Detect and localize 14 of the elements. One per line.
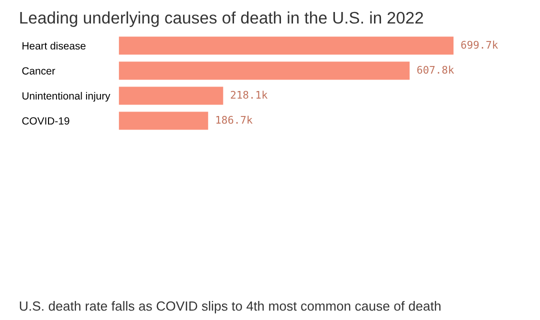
- y-tick-label: Heart disease: [22, 42, 86, 50]
- data-label: 699.7k: [461, 40, 498, 49]
- data-label: 218.1k: [230, 90, 268, 99]
- text: U.S. death rate falls as COVID slips to 4th most common cause of death: [20, 301, 440, 314]
- bar: [118, 62, 410, 80]
- y-tick-label: COVID-19: [22, 117, 70, 125]
- chart-title: Leading underlying causes of death in the U.S. in 2022: [20, 11, 423, 27]
- data-label: 607.8k: [417, 66, 454, 74]
- bar: [118, 112, 208, 130]
- data-label: 186.7k: [216, 116, 253, 124]
- y-tick-label: Cancer: [22, 67, 56, 75]
- bar: [118, 36, 454, 55]
- y-tick-label: Unintentional injury: [22, 92, 110, 102]
- bar: [118, 86, 224, 105]
